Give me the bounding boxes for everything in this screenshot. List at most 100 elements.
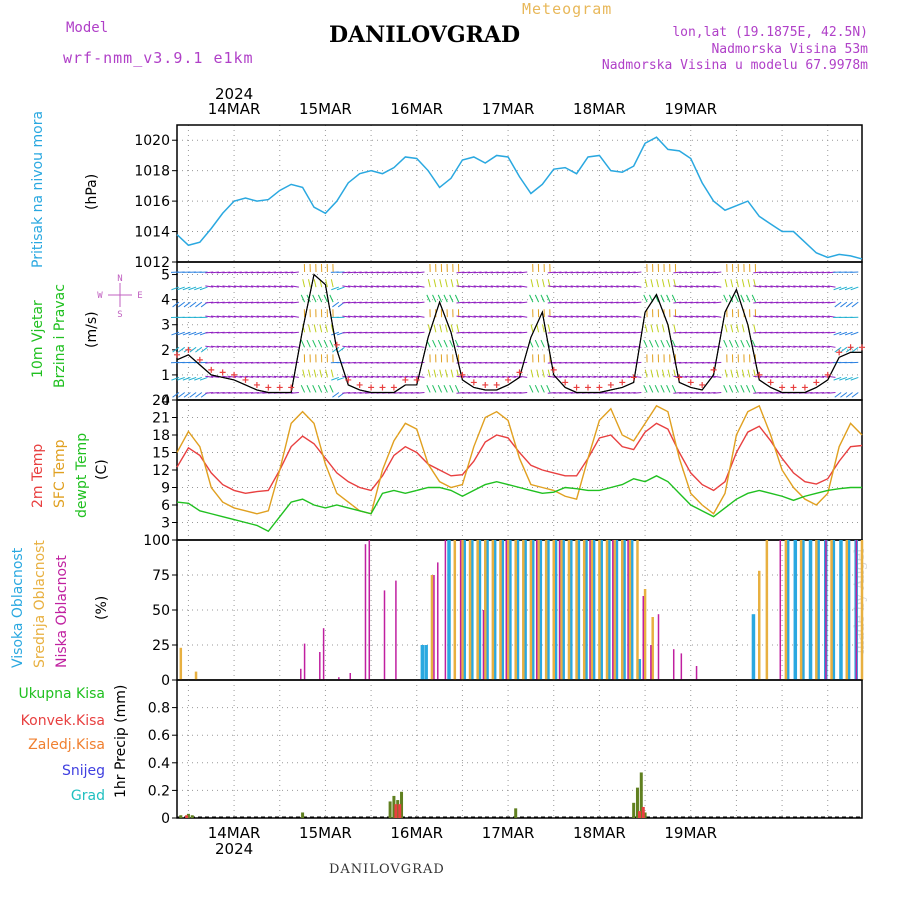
cloud-bar-0 (424, 645, 428, 680)
wind-arrow (359, 331, 368, 334)
wind-arrow (827, 345, 836, 348)
wind-arrow (816, 361, 825, 364)
wind-arrow (502, 285, 511, 288)
wind-arrow (713, 271, 722, 274)
wind-arrow (758, 315, 768, 318)
wind-arrow (610, 271, 619, 274)
wind-arrow (546, 294, 551, 303)
wind-arrow (312, 384, 317, 393)
wind-arrow (519, 391, 528, 394)
wind-arrow (462, 391, 471, 394)
wind-arrow (467, 391, 476, 394)
wind-arrow (359, 361, 368, 364)
wind-arrow (728, 294, 734, 303)
wind-arrow (804, 391, 813, 394)
precip-bar-0 (639, 772, 643, 818)
wind-arrow (599, 301, 608, 304)
cloud-bar-0 (561, 540, 565, 680)
bottom-day-label: 17MAR (482, 824, 535, 842)
temperature-y-tick-label: 6 (161, 498, 170, 514)
wind-arrow (804, 345, 813, 348)
wind-gust-marker (208, 366, 215, 373)
clouds-y-tick-label: 50 (152, 603, 170, 619)
wind-arrow (473, 285, 482, 288)
wind-arrow (696, 375, 705, 378)
wind-arrow (300, 384, 306, 393)
wind-arrow (195, 301, 203, 308)
wind-arrow (353, 345, 362, 348)
wind-arrow (850, 376, 859, 381)
wind-arrow (599, 361, 608, 364)
bottom-year-label: 2024 (215, 840, 253, 858)
wind-arrow (540, 384, 545, 393)
wind-arrow (182, 286, 191, 291)
wind-arrow (172, 392, 180, 398)
wind-arrow (701, 315, 710, 318)
cloud-bar-1 (560, 540, 563, 680)
wind-arrow (850, 286, 859, 291)
wind-arrow (393, 271, 402, 274)
wind-arrow (370, 375, 379, 378)
wind-arrow (200, 346, 208, 353)
wind-arrow (205, 391, 214, 394)
compass-south: S (117, 310, 122, 320)
cloud-bar-2 (300, 668, 302, 680)
wind-arrow (347, 315, 357, 318)
wind-arrow (262, 375, 271, 378)
wind-arrow (696, 391, 705, 394)
wind-arrow (347, 285, 357, 288)
wind-gust-marker (801, 384, 808, 391)
wind-arrow (690, 315, 699, 318)
wind-arrow (599, 271, 608, 274)
wind-arrow (764, 375, 773, 378)
wind-arrow (587, 345, 596, 348)
wind-arrow (245, 375, 254, 378)
wind-arrow (627, 345, 636, 348)
wind-arrow (233, 271, 242, 274)
wind-arrow (787, 271, 796, 274)
wind-arrow (776, 271, 785, 274)
wind-arrow (233, 375, 242, 378)
wind-gust-marker (379, 384, 386, 391)
wind-arrow (587, 315, 596, 318)
wind-arrow (171, 376, 180, 381)
wind-arrow (228, 331, 237, 334)
wind-arrow (484, 391, 494, 394)
wind-arrow (222, 301, 231, 304)
wind-arrow (844, 286, 853, 291)
cloud-bar-1 (621, 540, 624, 680)
wind-arrow (507, 391, 516, 394)
bottom-day-label: 14MAR (208, 824, 261, 842)
wind-arrow (387, 271, 396, 274)
wind-arrow (268, 285, 277, 288)
wind-arrow (621, 315, 631, 318)
wind-arrow (228, 375, 237, 378)
wind-gust-marker (459, 371, 466, 378)
wind-arrow (262, 345, 271, 348)
wind-arrow (821, 285, 830, 288)
wind-arrow (285, 375, 294, 378)
wind-arrow (671, 294, 677, 303)
wind-arrow (564, 285, 573, 288)
station-elevation: Nadmorska Visina 53m (711, 42, 868, 57)
pressure-y-tick-label: 1014 (134, 225, 170, 241)
cloud-legend-0: Visoka Oblacnost (10, 547, 26, 668)
cloud-bar-1 (860, 540, 864, 680)
wind-arrow (656, 369, 659, 378)
wind-arrow (262, 315, 271, 318)
wind-arrow (172, 346, 180, 353)
wind-arrow (696, 285, 705, 288)
wind-arrow (724, 369, 728, 378)
wind-arrow (376, 285, 385, 288)
cloud-bar-2 (368, 540, 371, 680)
wind-arrow (222, 271, 231, 274)
wind-arrow (833, 331, 842, 336)
cloud-bar-2 (855, 540, 858, 680)
wind-gust-marker (824, 371, 831, 378)
wind-arrow (210, 285, 220, 288)
wind-y-tick-label: 4 (161, 293, 170, 309)
wind-arrow (416, 375, 425, 378)
wind-gust-marker (516, 369, 523, 376)
wind-arrow (758, 271, 768, 274)
wind-arrow (405, 271, 414, 274)
